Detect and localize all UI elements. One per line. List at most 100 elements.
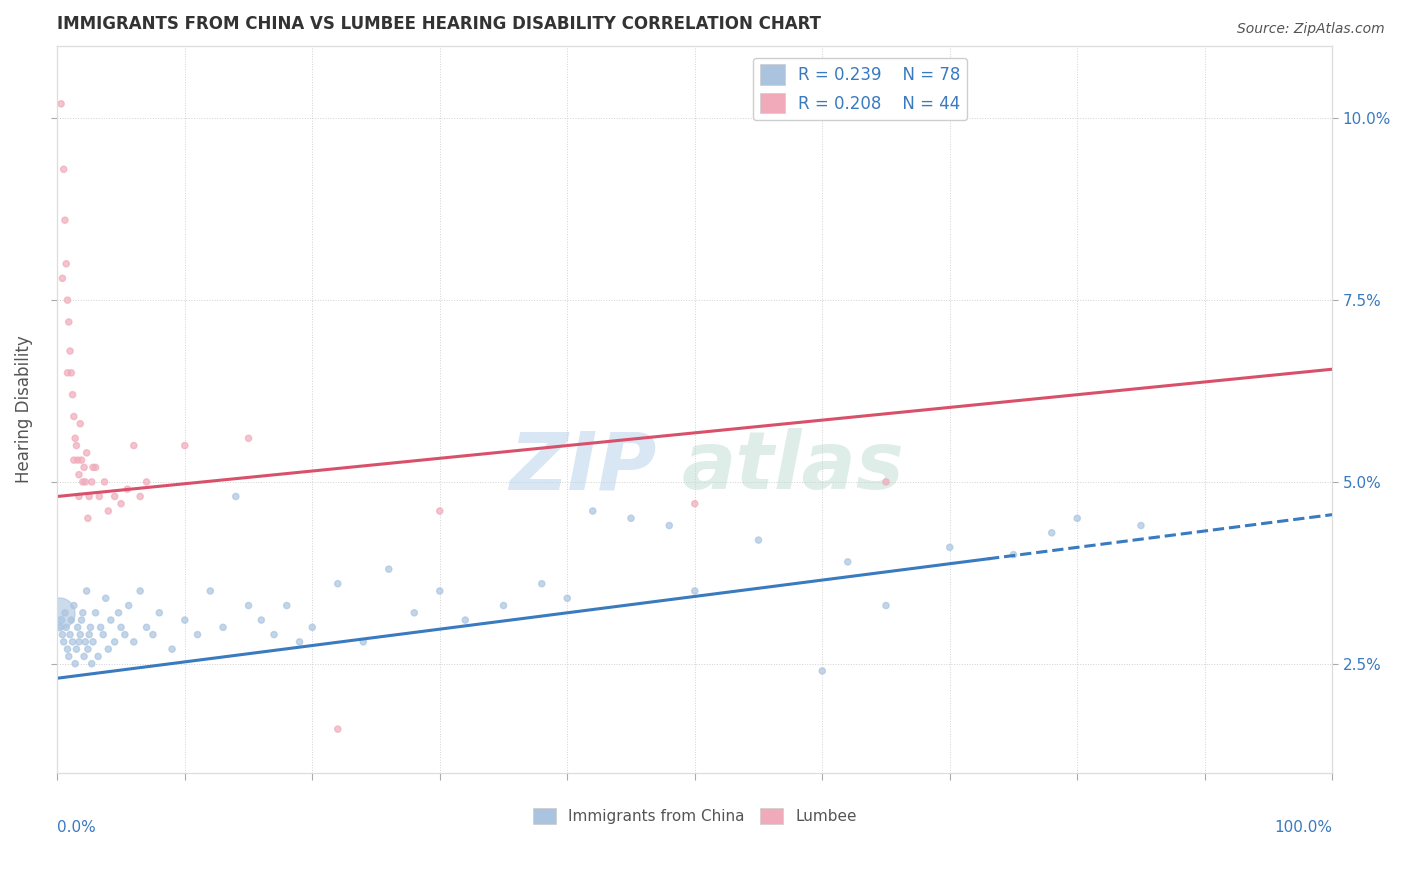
- Point: [60, 366, 83, 380]
- Point: [620, 511, 643, 525]
- Point: [63, 453, 86, 467]
- Point: [53, 213, 76, 227]
- Point: [56, 366, 79, 380]
- Point: [104, 490, 127, 504]
- Point: [326, 576, 349, 591]
- Point: [429, 504, 451, 518]
- Point: [122, 635, 145, 649]
- Point: [55, 620, 77, 634]
- Point: [73, 460, 96, 475]
- Point: [404, 606, 426, 620]
- Point: [107, 606, 129, 620]
- Point: [59, 344, 82, 359]
- Point: [378, 562, 401, 576]
- Point: [658, 518, 681, 533]
- Point: [84, 606, 107, 620]
- Text: atlas: atlas: [682, 428, 904, 507]
- Point: [80, 475, 103, 489]
- Point: [76, 584, 98, 599]
- Point: [100, 613, 122, 627]
- Point: [160, 642, 183, 657]
- Point: [122, 439, 145, 453]
- Point: [187, 627, 209, 641]
- Point: [238, 599, 260, 613]
- Point: [288, 635, 311, 649]
- Point: [67, 635, 90, 649]
- Point: [135, 620, 157, 634]
- Text: ZIP: ZIP: [509, 428, 657, 507]
- Text: IMMIGRANTS FROM CHINA VS LUMBEE HEARING DISABILITY CORRELATION CHART: IMMIGRANTS FROM CHINA VS LUMBEE HEARING …: [58, 15, 821, 33]
- Point: [63, 599, 86, 613]
- Y-axis label: Hearing Disability: Hearing Disability: [15, 335, 32, 483]
- Point: [49, 620, 72, 634]
- Point: [142, 627, 165, 641]
- Point: [530, 576, 553, 591]
- Point: [63, 431, 86, 445]
- Point: [69, 627, 91, 641]
- Point: [62, 635, 84, 649]
- Point: [683, 584, 706, 599]
- Point: [91, 627, 114, 641]
- Point: [49, 96, 72, 111]
- Point: [70, 453, 93, 467]
- Point: [212, 620, 235, 634]
- Point: [352, 635, 374, 649]
- Point: [1002, 548, 1025, 562]
- Point: [65, 439, 87, 453]
- Point: [250, 613, 273, 627]
- Point: [55, 257, 77, 271]
- Point: [747, 533, 769, 547]
- Point: [72, 475, 94, 489]
- Point: [326, 722, 349, 736]
- Point: [811, 664, 834, 678]
- Point: [77, 511, 100, 525]
- Point: [118, 599, 141, 613]
- Point: [555, 591, 578, 606]
- Point: [56, 642, 79, 657]
- Point: [51, 627, 73, 641]
- Point: [48, 606, 70, 620]
- Point: [148, 606, 170, 620]
- Point: [90, 620, 112, 634]
- Point: [938, 541, 960, 555]
- Point: [77, 642, 100, 657]
- Point: [1130, 518, 1153, 533]
- Point: [89, 490, 111, 504]
- Text: 100.0%: 100.0%: [1274, 820, 1333, 835]
- Point: [66, 620, 89, 634]
- Text: Source: ZipAtlas.com: Source: ZipAtlas.com: [1237, 22, 1385, 37]
- Text: 0.0%: 0.0%: [58, 820, 96, 835]
- Point: [84, 460, 107, 475]
- Point: [104, 635, 127, 649]
- Point: [69, 417, 91, 431]
- Point: [87, 649, 110, 664]
- Point: [63, 657, 86, 671]
- Point: [683, 497, 706, 511]
- Point: [79, 620, 101, 634]
- Point: [582, 504, 605, 518]
- Point: [70, 613, 93, 627]
- Point: [52, 162, 75, 177]
- Point: [49, 613, 72, 627]
- Point: [94, 591, 117, 606]
- Point: [77, 627, 100, 641]
- Point: [276, 599, 298, 613]
- Point: [225, 490, 247, 504]
- Point: [454, 613, 477, 627]
- Point: [58, 315, 80, 329]
- Point: [67, 467, 90, 482]
- Point: [66, 453, 89, 467]
- Point: [59, 627, 82, 641]
- Point: [72, 606, 94, 620]
- Point: [173, 439, 195, 453]
- Point: [263, 627, 285, 641]
- Point: [52, 635, 75, 649]
- Point: [129, 584, 152, 599]
- Point: [97, 642, 120, 657]
- Point: [75, 635, 97, 649]
- Point: [129, 490, 152, 504]
- Point: [135, 475, 157, 489]
- Point: [56, 293, 79, 307]
- Point: [82, 460, 104, 475]
- Point: [200, 584, 222, 599]
